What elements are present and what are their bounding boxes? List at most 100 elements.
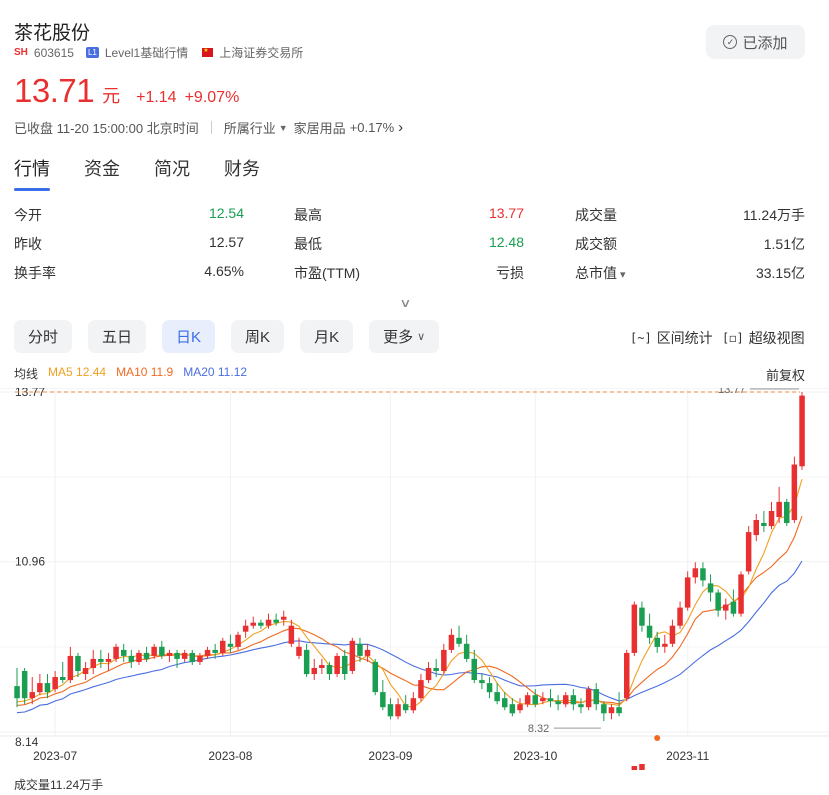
candle-body	[608, 707, 615, 714]
range-icon: [~]	[630, 331, 652, 345]
candle-body	[463, 643, 470, 659]
candle-body	[768, 511, 775, 527]
price-unit: 元	[102, 86, 121, 106]
added-watchlist-button[interactable]: ✓ 已添加	[706, 25, 805, 59]
market-status: 已收盘 11-20 15:00:00 北京时间	[14, 121, 199, 136]
tab-profile[interactable]: 简况	[154, 159, 190, 179]
candle-body	[517, 704, 523, 711]
kline-chart[interactable]: 2023-07 2023-08 2023-09 2023-10 2023-11 13.77…	[0, 388, 829, 770]
last-price: 13.71	[14, 72, 95, 109]
candle-body	[402, 704, 409, 711]
candle-body	[532, 695, 538, 705]
candle-body	[776, 501, 782, 517]
candle-body	[494, 692, 500, 702]
volume-label: 成交量11.24万手	[14, 778, 104, 792]
candle-body	[311, 668, 317, 674]
industry-name: 家居用品	[293, 121, 346, 136]
candle-body	[715, 592, 721, 611]
tab-quote[interactable]: 行情	[14, 155, 50, 191]
candle-body	[98, 658, 104, 662]
range-label: 区间统计	[656, 330, 713, 346]
candle-body	[212, 649, 218, 653]
candle-body	[418, 680, 424, 699]
candle-body	[281, 616, 287, 620]
candle-body	[707, 583, 714, 593]
high-marker-label: 13.77	[718, 388, 746, 396]
tab-finance[interactable]: 财务	[224, 159, 260, 179]
period-more-dropdown[interactable]: 更多 ∨	[369, 320, 440, 353]
stat-value: 1.51亿	[763, 236, 805, 252]
ma5-line	[16, 479, 803, 708]
candle-body	[555, 701, 561, 705]
price-row: 13.71 元 +1.14 +9.07%	[14, 72, 239, 110]
expand-chevron-icon[interactable]: ∨	[399, 296, 412, 310]
status-row: 已收盘 11-20 15:00:00 北京时间 所属行业 ▼ 家居用品 +0.1…	[14, 118, 403, 137]
candle-body	[433, 668, 439, 671]
candle-body	[700, 568, 706, 581]
candle-body	[486, 683, 493, 693]
industry-link[interactable]: 家居用品 +0.17% ›	[294, 118, 403, 137]
stats-row: 昨收 12.57 最低 12.48 成交额 1.51亿	[14, 234, 805, 254]
candle-body	[631, 604, 638, 653]
candle-body	[624, 652, 630, 699]
stat-value: 12.54	[208, 205, 244, 221]
stock-code: 603615	[33, 45, 74, 60]
super-view-button[interactable]: [◻] 超级视图	[722, 328, 805, 348]
super-view-label: 超级视图	[748, 330, 805, 346]
chevron-right-icon: ›	[398, 119, 404, 136]
period-monthly[interactable]: 月K	[300, 320, 354, 353]
candle-body	[151, 646, 157, 656]
ma-title: 均线	[14, 367, 39, 381]
candle-body	[273, 619, 279, 623]
candle-body	[730, 601, 737, 614]
stat-value: 12.48	[488, 234, 524, 250]
candle-body	[387, 704, 394, 717]
more-label: 更多	[383, 329, 414, 346]
range-stats-button[interactable]: [~] 区间统计	[630, 328, 713, 348]
candle-body	[799, 395, 805, 467]
industry-label: 所属行业	[223, 121, 276, 136]
ma20-line	[16, 560, 803, 714]
candle-body	[128, 655, 135, 662]
candle-body	[189, 652, 195, 662]
tab-funds[interactable]: 资金	[84, 159, 120, 179]
chevron-down-icon: ∨	[417, 331, 426, 343]
stat-value: 4.65%	[204, 263, 244, 279]
candle-body	[646, 625, 653, 638]
candle-body	[166, 652, 173, 656]
period-intraday[interactable]: 分时	[14, 320, 73, 353]
period-weekly[interactable]: 周K	[231, 320, 285, 353]
candle-body	[585, 689, 592, 708]
candle-body	[357, 643, 363, 656]
candle-body	[654, 637, 660, 647]
candle-body	[342, 655, 348, 674]
stat-label: 昨收	[14, 236, 42, 252]
ma20-value: MA20 11.12	[183, 365, 248, 379]
stat-label: 成交量	[575, 207, 617, 223]
candle-body	[425, 668, 432, 681]
candle-body	[37, 683, 43, 693]
candle-body	[159, 646, 165, 656]
adjust-mode-toggle[interactable]: 前复权	[766, 368, 806, 383]
stats-row: 今开 12.54 最高 13.77 成交量 11.24万手	[14, 205, 805, 225]
y-tick-label: 10.96	[15, 555, 45, 569]
period-daily[interactable]: 日K	[162, 320, 216, 353]
candle-body	[44, 683, 51, 693]
caret-down-icon[interactable]: ▾	[617, 269, 626, 281]
ma10-line	[16, 516, 803, 706]
candle-body	[319, 665, 325, 668]
candle-body	[334, 655, 340, 674]
check-icon: ✓	[723, 35, 738, 49]
candle-body	[174, 652, 180, 659]
candle-body	[791, 464, 798, 521]
candle-body	[250, 622, 256, 626]
candle-body	[662, 643, 668, 647]
candle-body	[593, 689, 599, 705]
period-5day[interactable]: 五日	[88, 320, 147, 353]
stat-label: 今开	[14, 207, 42, 223]
china-flag-icon	[202, 48, 214, 57]
candle-body	[372, 661, 378, 693]
divider	[210, 121, 212, 134]
caret-down-icon: ▼	[278, 122, 288, 133]
industry-dropdown[interactable]: 所属行业 ▼	[224, 118, 288, 137]
